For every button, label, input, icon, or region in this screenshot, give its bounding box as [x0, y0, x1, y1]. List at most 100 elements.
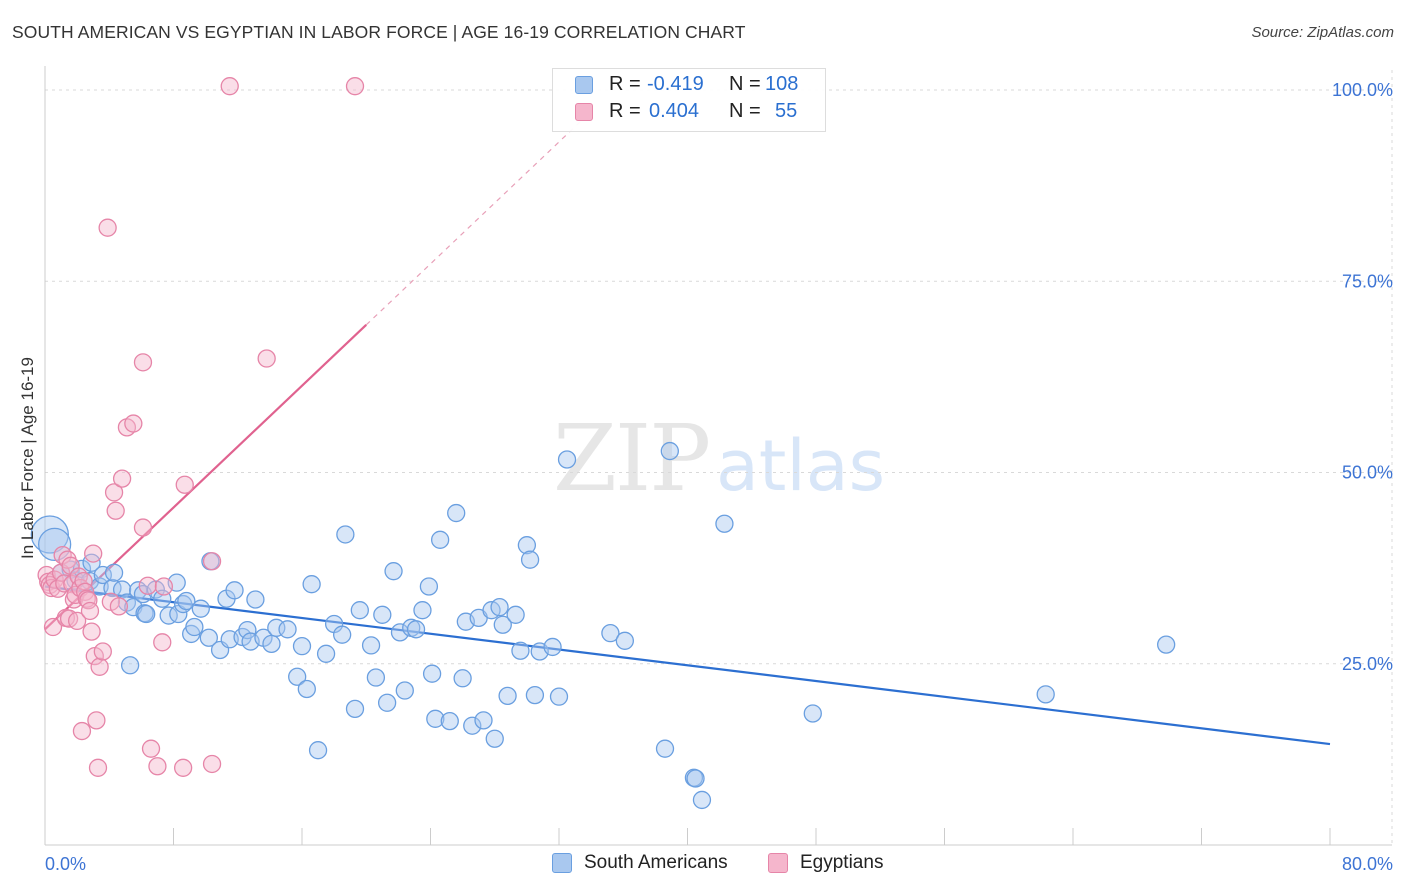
zipatlas-watermark: ZIP atlas	[553, 405, 885, 512]
south-americans-point-66	[422, 664, 442, 683]
south-americans-point-100	[1157, 635, 1176, 654]
egyptians-point-30	[88, 758, 108, 777]
r-label: R =	[609, 73, 641, 95]
south-americans-point-85	[525, 685, 545, 705]
south-americans-point-51	[333, 625, 352, 644]
egyptians-point-44	[141, 739, 161, 758]
egyptians-trend-extension	[365, 118, 584, 326]
egyptians-point-40	[124, 414, 143, 433]
south-americans-point-11	[104, 563, 124, 582]
legend-item-egyptians[interactable]: Egyptians	[768, 850, 898, 878]
egyptians-point-27	[84, 544, 103, 563]
n-label: N =	[729, 73, 761, 95]
south-americans-point-88	[549, 687, 569, 706]
south-americans-point-64	[413, 601, 432, 620]
y-tick-label-50: 50.0%	[1342, 463, 1393, 483]
south-americans-point-80	[498, 686, 517, 706]
south-americans-point-53	[345, 699, 365, 719]
egyptians-point-41	[133, 353, 153, 372]
south-americans-point-49	[316, 644, 336, 663]
south-americans-point-48	[308, 741, 328, 760]
south-americans-point-59	[384, 562, 403, 581]
south-americans-point-35	[225, 581, 244, 600]
south-americans-point-69	[440, 711, 459, 731]
south-americans-point-78	[490, 597, 509, 617]
south-americans-point-70	[447, 503, 466, 523]
egyptians-point-48	[173, 758, 193, 777]
legend-label: South Americans	[584, 852, 728, 873]
legend-item-south-americans[interactable]: South Americans	[552, 850, 742, 878]
south-americans-point-65	[419, 577, 439, 596]
south-americans-point-30	[199, 628, 218, 647]
egyptians-point-4	[43, 617, 63, 637]
south-americans-point-75	[474, 711, 493, 730]
south-americans-point-73	[463, 716, 482, 735]
watermark-atlas: atlas	[716, 425, 885, 507]
south-americans-point-26	[177, 591, 196, 611]
south-americans-point-41	[262, 634, 281, 654]
south-americans-point-52	[336, 525, 355, 544]
egyptians-point-50	[202, 754, 222, 774]
south-americans-point-43	[278, 620, 297, 639]
south-americans-point-55	[361, 636, 381, 655]
egyptians-point-33	[98, 218, 117, 237]
y-tick-label-75: 75.0%	[1342, 271, 1393, 291]
south-americans-point-92	[655, 739, 675, 758]
south-americans-point-37	[238, 620, 257, 640]
south-americans-point-24	[169, 604, 188, 624]
r-label: R =	[609, 100, 641, 122]
south-americans-point-97	[715, 514, 734, 533]
egyptians-point-43	[138, 576, 157, 595]
correlation-legend: R = -0.419 N = 108 R = 0.404 N = 55	[552, 68, 826, 132]
south-americans-points	[30, 441, 1176, 810]
n-value: 108	[765, 73, 799, 95]
egyptians-point-53	[257, 349, 276, 368]
egyptians-point-29	[87, 711, 106, 730]
gridlines	[45, 70, 1393, 845]
south-americans-point-29	[191, 599, 210, 618]
south-americans-point-96	[692, 790, 712, 810]
egyptians-point-35	[104, 483, 124, 502]
south-americans-point-57	[373, 605, 392, 624]
south-americans-point-91	[615, 631, 635, 650]
south-americans-point-0	[30, 515, 69, 554]
south-americans-point-87	[543, 637, 562, 657]
egyptians-point-47	[154, 577, 174, 596]
legend-row-south-americans: R = -0.419 N = 108	[553, 73, 825, 99]
pink-swatch	[575, 103, 593, 121]
n-value: 55	[775, 100, 798, 122]
south-americans-point-25	[173, 594, 193, 614]
egyptians-point-26	[82, 622, 101, 641]
blue-swatch	[575, 76, 593, 94]
south-americans-point-58	[377, 693, 397, 712]
watermark-zip: ZIP	[553, 405, 709, 512]
egyptians-point-17	[67, 611, 87, 631]
legend-row-egyptians: R = 0.404 N = 55	[553, 100, 825, 126]
egyptians-point-32	[93, 642, 112, 661]
south-americans-point-28	[185, 617, 204, 637]
egyptians-point-46	[153, 633, 172, 652]
south-americans-point-61	[395, 681, 414, 700]
south-americans-point-95	[686, 769, 705, 788]
south-americans-point-79	[493, 615, 512, 634]
south-americans-point-89	[557, 450, 577, 469]
south-americans-point-84	[520, 550, 540, 569]
south-americans-point-99	[1036, 685, 1055, 704]
n-label: N =	[729, 100, 761, 122]
r-value: -0.419	[647, 73, 704, 95]
south-americans-point-71	[453, 669, 472, 688]
egyptians-point-31	[90, 657, 109, 676]
egyptians-point-45	[148, 757, 167, 776]
egyptians-point-38	[112, 469, 132, 488]
south-americans-point-82	[511, 641, 530, 660]
y-axis-title: In Labor Force | Age 16-19	[18, 357, 37, 559]
egyptians-point-36	[106, 501, 125, 520]
south-americans-point-98	[803, 704, 822, 723]
x-tick-label-max: 80.0%	[1342, 854, 1393, 874]
egyptians-point-25	[80, 601, 100, 621]
pink-swatch	[768, 853, 788, 873]
south-americans-point-93	[660, 441, 679, 461]
egyptians-point-52	[220, 77, 239, 96]
south-americans-point-7	[82, 553, 101, 572]
chart-title: SOUTH AMERICAN VS EGYPTIAN IN LABOR FORC…	[12, 22, 746, 42]
